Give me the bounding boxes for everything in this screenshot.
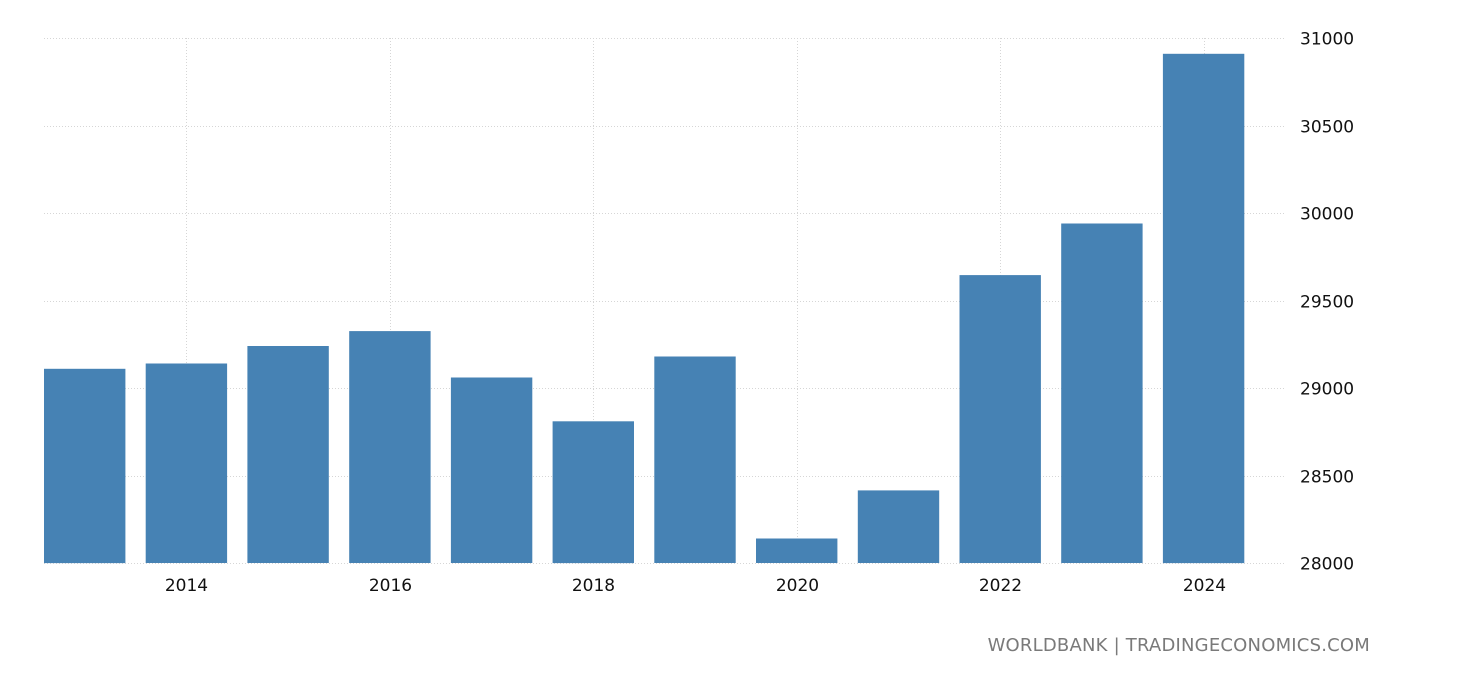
x-tick-label: 2016 [369, 576, 412, 596]
y-axis: 28000 28500 29000 29500 30000 30500 31000 [1300, 30, 1354, 575]
y-tick-label: 29500 [1300, 293, 1354, 313]
source-label: WORLDBANK | TRADINGECONOMICS.COM [988, 635, 1370, 656]
x-tick-label: 2020 [776, 576, 819, 596]
y-tick-label: 30000 [1300, 205, 1354, 225]
y-tick-label: 30500 [1300, 118, 1354, 138]
bar-2023[interactable] [1061, 223, 1143, 564]
x-tick-label: 2022 [979, 576, 1022, 596]
bar-2024[interactable] [1162, 53, 1245, 564]
x-tick-label: 2018 [572, 576, 615, 596]
bar-2015[interactable] [247, 346, 329, 563]
y-tick-label: 31000 [1300, 30, 1354, 50]
bar-2013[interactable] [44, 368, 126, 564]
x-tick-label: 2014 [165, 576, 208, 596]
bar-2021[interactable] [857, 490, 940, 563]
bar-2014[interactable] [145, 363, 228, 564]
bar-2020[interactable] [756, 538, 838, 564]
bar-2022[interactable] [959, 275, 1041, 563]
y-tick-label: 29000 [1300, 380, 1354, 400]
bar-2016[interactable] [349, 331, 431, 563]
x-axis: 2014 2016 2018 2020 2022 2024 [165, 576, 1226, 596]
chart-bars [44, 53, 1245, 564]
bar-2018[interactable] [552, 421, 634, 564]
y-tick-label: 28500 [1300, 468, 1354, 488]
x-tick-label: 2024 [1183, 576, 1226, 596]
y-tick-label: 28000 [1300, 555, 1354, 575]
bar-2017[interactable] [450, 377, 533, 564]
bar-2019[interactable] [654, 356, 736, 564]
